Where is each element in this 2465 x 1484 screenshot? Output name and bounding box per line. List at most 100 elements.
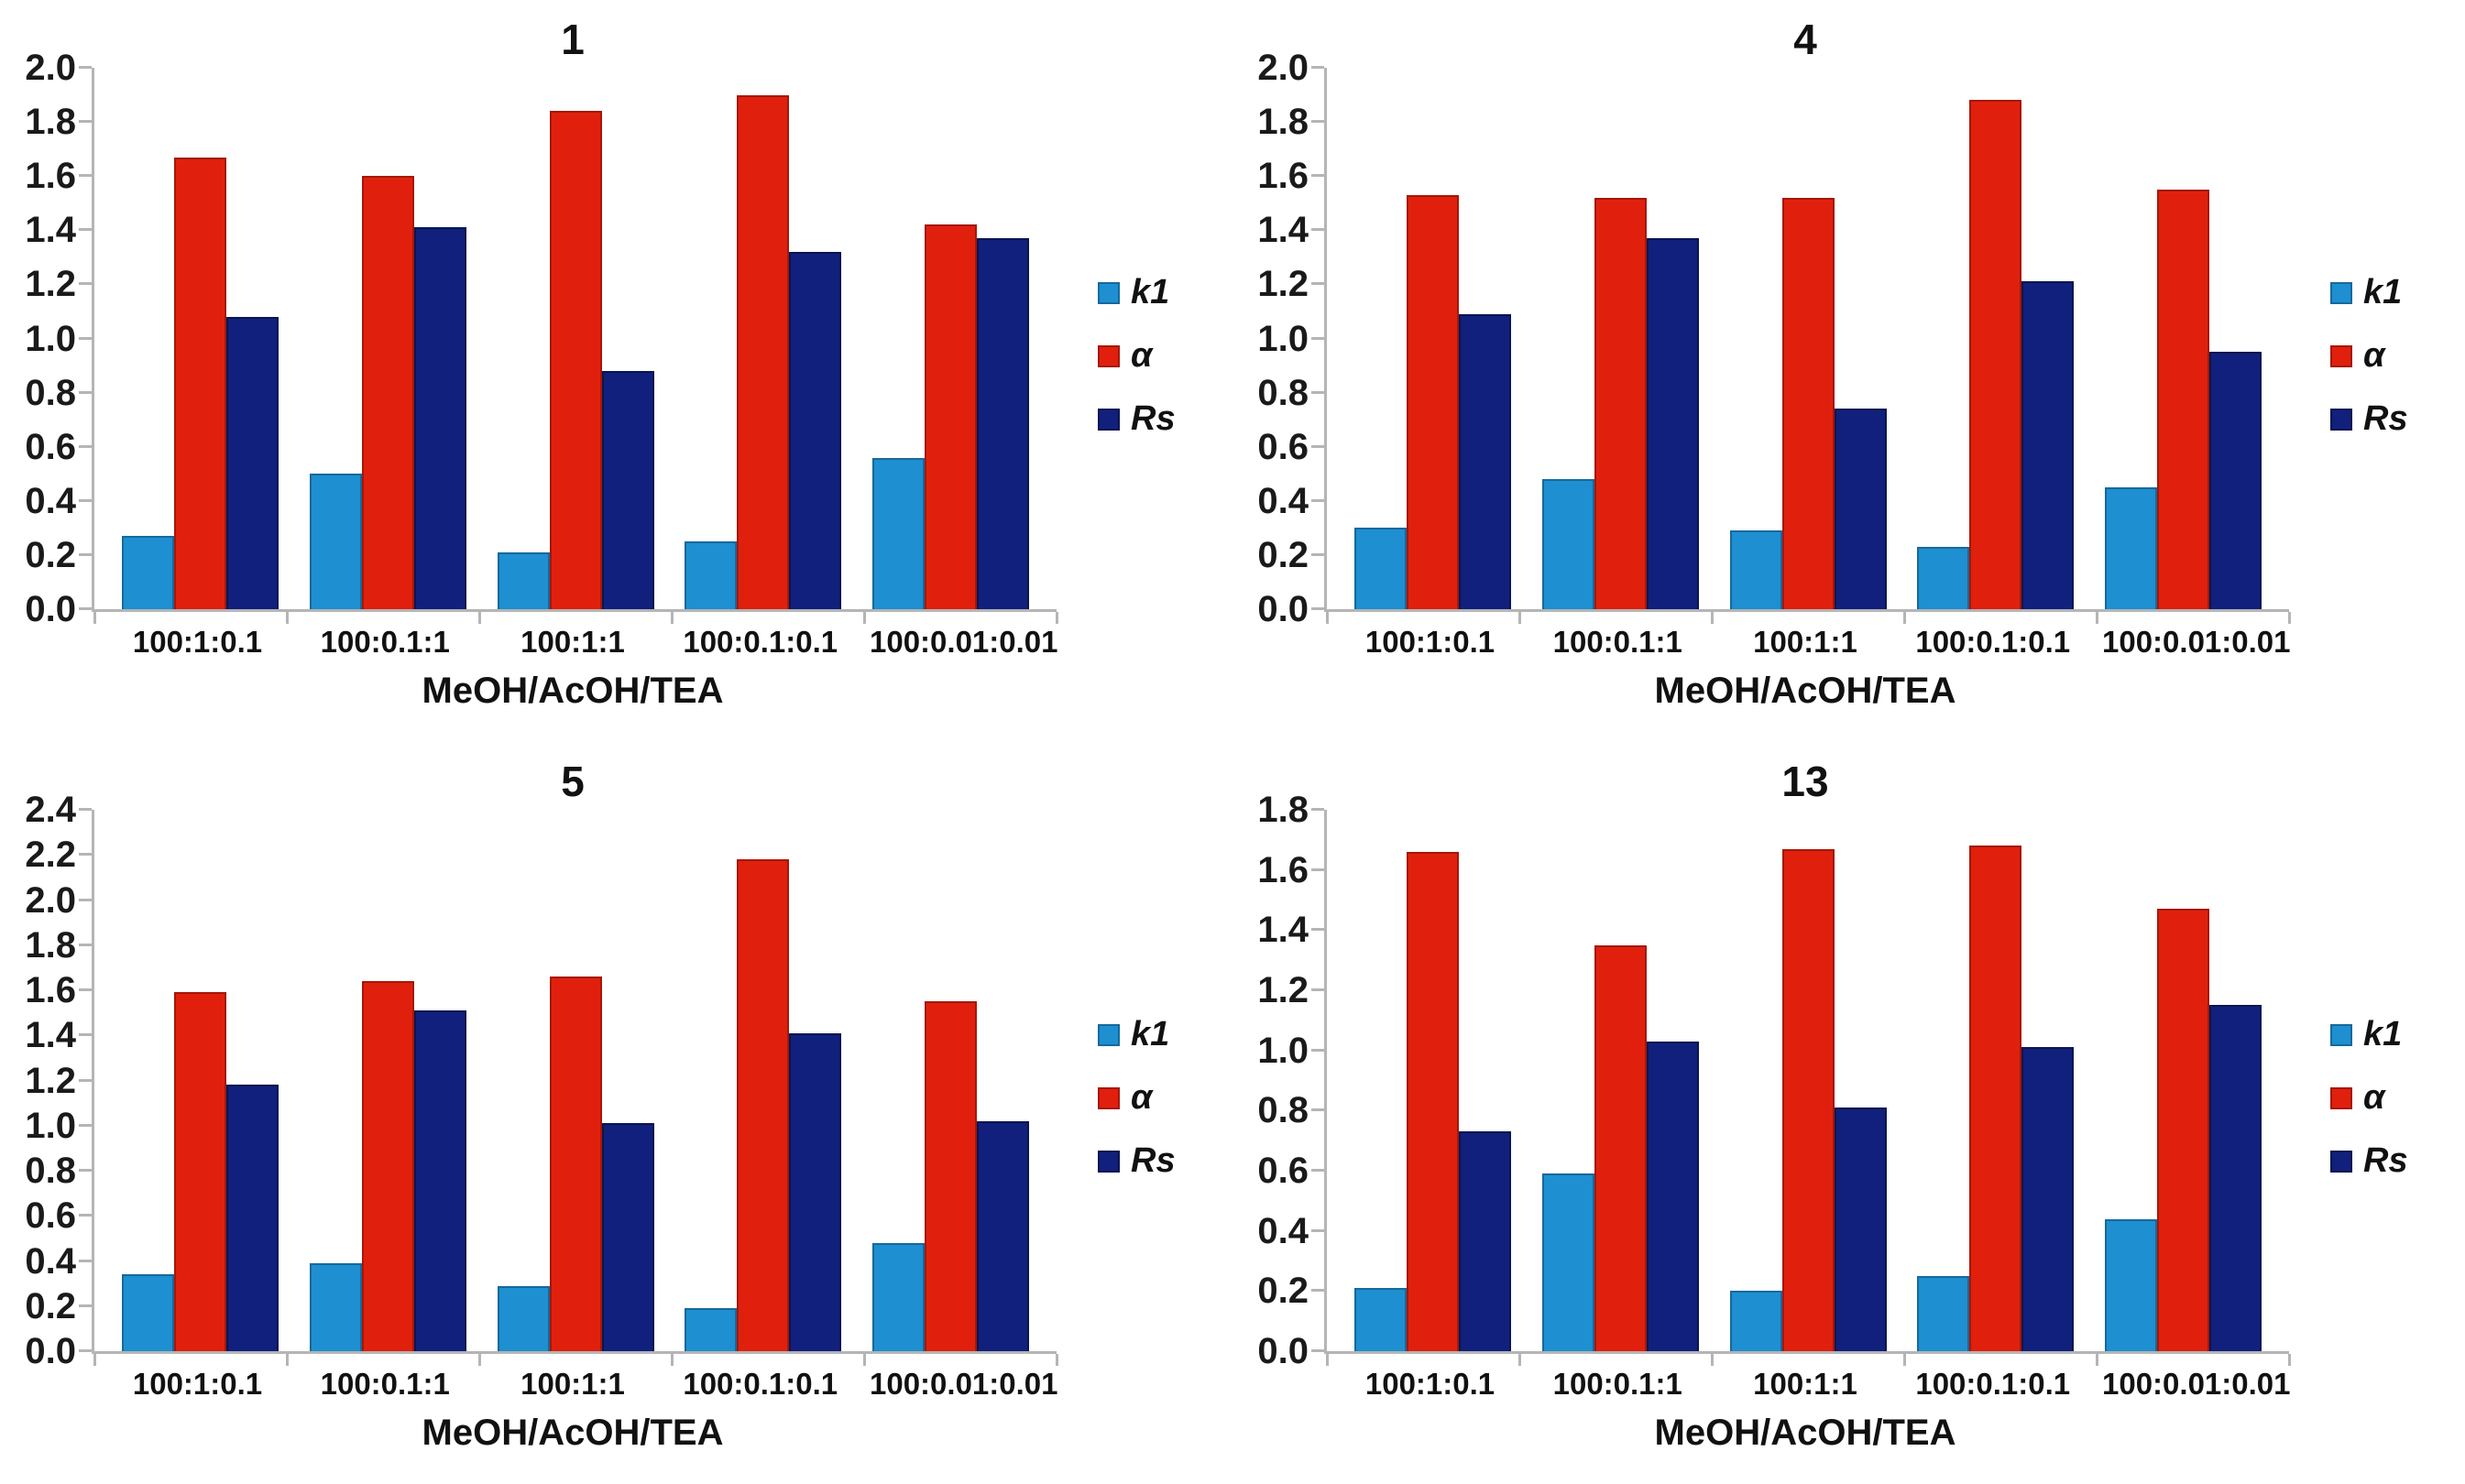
bar-group — [1541, 810, 1699, 1351]
plot-area: 0.0 0.2 0.4 0.6 0.8 1.0 1.2 1.4 1.6 1.8 2.0 — [25, 48, 1058, 629]
bar-rs — [1459, 313, 1511, 609]
y-tick-label: 1.6 — [25, 156, 76, 197]
legend-swatch-rs-icon — [1098, 1150, 1120, 1173]
x-tick-label: 100:0.1:1 — [1552, 1367, 1682, 1401]
x-tick-mark — [863, 1354, 866, 1366]
x-tick-mark — [671, 1354, 674, 1366]
legend-item-alpha: α — [2330, 1078, 2408, 1118]
bar-rs — [1834, 409, 1887, 609]
legend-label: k1 — [1131, 1015, 1170, 1053]
y-tick-mark — [79, 444, 92, 448]
y-tick-mark — [79, 988, 92, 992]
x-tick-label: 100:0.1:1 — [1552, 625, 1682, 659]
y-tick-mark — [79, 1349, 92, 1352]
chart-panel-1: 1 0.0 0.2 0.4 0.6 0.8 1.0 1.2 1.4 1.6 1.8 2.0 100:… — [0, 0, 1232, 742]
y-tick-mark — [79, 898, 92, 901]
y-tick-label: 0.6 — [1257, 1151, 1309, 1192]
y-tick-label: 1.0 — [1257, 1030, 1309, 1071]
x-tick-mark — [1711, 1354, 1714, 1366]
y-tick-label: 0.4 — [1257, 480, 1309, 521]
x-tick-label: 100:1:1 — [1753, 1367, 1857, 1401]
x-tick-label: 100:1:1 — [520, 1367, 625, 1401]
x-tick-mark — [478, 612, 481, 624]
x-tick-label: 100:1:0.1 — [1364, 625, 1495, 659]
legend-swatch-k1-icon — [1098, 1023, 1120, 1046]
y-tick-mark — [1311, 120, 1324, 124]
x-tick-label: 100:0.01:0.01 — [870, 1367, 1058, 1401]
y-tick-label: 1.8 — [25, 924, 76, 966]
y-tick-mark — [79, 336, 92, 340]
bar-alpha — [1594, 944, 1647, 1351]
y-tick-mark — [1311, 1169, 1324, 1173]
bar-rs — [226, 1085, 279, 1351]
bar-alpha — [549, 977, 602, 1351]
y-tick-label: 2.4 — [25, 790, 76, 830]
x-tick-label: 100:1:1 — [1753, 625, 1857, 659]
y-tick-mark — [79, 120, 92, 124]
y-tick-label: 1.2 — [1257, 264, 1309, 305]
legend-label: α — [1131, 1078, 1153, 1117]
bar-rs — [1646, 1041, 1699, 1351]
x-tick-mark — [93, 1354, 96, 1366]
x-tick-mark — [1518, 612, 1521, 624]
x-tick-label: 100:0.01:0.01 — [2102, 1367, 2291, 1401]
bar-group — [1917, 810, 2075, 1351]
y-tick-mark — [1311, 808, 1324, 811]
y-tick-mark — [1311, 498, 1324, 502]
y-tick-label: 0.0 — [1257, 589, 1309, 629]
chart-panel-4: 4 0.0 0.2 0.4 0.6 0.8 1.0 1.2 1.4 1.6 1.8 2.0 100:… — [1232, 0, 2465, 742]
bar-group — [497, 68, 654, 609]
x-tick-label: 100:0.1:0.1 — [683, 1367, 838, 1401]
x-tick-labels: 100:1:0.1 100:0.1:1 100:1:1 100:0.1:0.1 100:… — [92, 625, 1058, 660]
legend-item-rs: Rs — [2330, 399, 2408, 439]
bar-alpha — [1969, 846, 2022, 1351]
x-tick-mark — [2288, 612, 2291, 624]
x-tick-mark — [1056, 612, 1058, 624]
bar-rs — [601, 370, 654, 609]
bar-alpha — [174, 157, 226, 609]
x-tick-mark — [1056, 1354, 1058, 1366]
legend-item-k1: k1 — [2330, 1015, 2408, 1054]
bar-rs — [2209, 1005, 2262, 1351]
y-tick-mark — [1311, 228, 1324, 232]
x-tick-label: 100:1:0.1 — [1364, 1367, 1495, 1401]
bar-rs — [789, 1032, 842, 1351]
y-tick-mark — [79, 174, 92, 178]
y-tick-label: 0.4 — [1257, 1210, 1309, 1251]
y-tick-mark — [1311, 1228, 1324, 1232]
x-tick-mark — [671, 612, 674, 624]
x-tick-label: 100:0.01:0.01 — [2102, 625, 2291, 659]
y-tick-label: 1.6 — [1257, 849, 1309, 890]
y-tick-mark — [79, 1214, 92, 1217]
y-tick-label: 1.0 — [1257, 318, 1309, 359]
y-tick-label: 0.2 — [1257, 1271, 1309, 1312]
y-tick-label: 0.8 — [1257, 372, 1309, 413]
legend-label: k1 — [2363, 1015, 2403, 1053]
x-tick-label: 100:1:1 — [520, 625, 625, 659]
bar-rs — [789, 251, 842, 609]
bars-area — [94, 810, 1057, 1351]
bar-group — [1729, 810, 1887, 1351]
bar-alpha — [925, 224, 977, 609]
y-tick-label: 0.2 — [25, 1285, 76, 1326]
bar-k1 — [309, 1262, 362, 1351]
y-tick-mark — [79, 1033, 92, 1037]
x-tick-mark — [1711, 612, 1714, 624]
y-tick-mark — [79, 552, 92, 556]
x-tick-label: 100:0.1:1 — [320, 1367, 450, 1401]
bar-alpha — [1407, 194, 1459, 609]
y-tick-mark — [1311, 1289, 1324, 1293]
legend-swatch-rs-icon — [1098, 408, 1120, 431]
x-tick-mark — [2096, 1354, 2098, 1366]
legend-label: α — [2363, 1078, 2385, 1117]
x-tick-label: 100:1:0.1 — [132, 1367, 263, 1401]
y-tick-label: 1.4 — [25, 1015, 76, 1056]
y-tick-label: 0.0 — [1257, 1331, 1309, 1371]
x-axis-title: MeOH/AcOH/TEA — [422, 1413, 724, 1453]
y-tick-label: 1.4 — [1257, 210, 1309, 251]
y-tick-label: 1.2 — [25, 1060, 76, 1101]
legend-label: Rs — [1131, 1141, 1176, 1180]
bar-alpha — [1781, 197, 1835, 609]
chart-panel-13: 13 0.0 0.2 0.4 0.6 0.8 1.0 1.2 1.4 1.6 1.8 100:1:… — [1232, 742, 2465, 1484]
y-tick-mark — [79, 607, 92, 610]
